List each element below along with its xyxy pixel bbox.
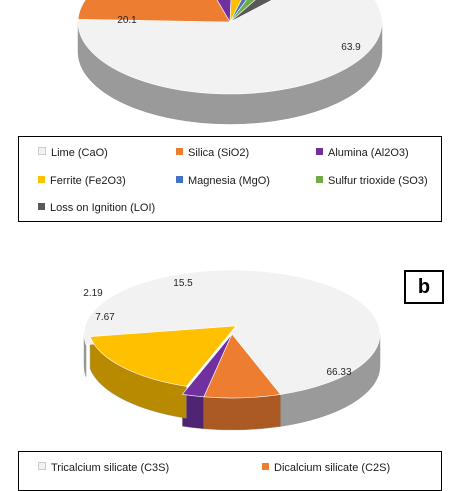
legend-label: Magnesia (MgO) (188, 175, 270, 187)
legend-swatch (176, 176, 183, 183)
legend-a-item-loi: Loss on Ignition (LOI) (38, 202, 155, 215)
pie-charts-svg: 63.9 20.1 66.33 7.67 2.19 15.5 (77, 0, 383, 431)
legend-label: Alumina (Al2O3) (328, 147, 409, 159)
legend-a-item-silica: Silica (SiO2) (176, 147, 249, 160)
figure: 63.9 20.1 66.33 7.67 2.19 15.5 Lime (CaO) Si… (18, 0, 444, 491)
legend-label: Dicalcium silicate (C2S) (274, 462, 391, 474)
legend-label: Tricalcium silicate (C3S) (51, 462, 170, 474)
pie-slice (83, 269, 381, 395)
legend-label: Sulfur trioxide (SO3) (328, 175, 428, 187)
pie-data-label: 2.19 (83, 288, 103, 299)
legend-b-item-c3s: Tricalcium silicate (C3S) (38, 462, 169, 475)
pie-data-label: 20.1 (117, 15, 137, 26)
pie-slice-side (203, 394, 281, 431)
legend-a (18, 136, 442, 222)
legend-swatch (316, 176, 323, 183)
pie-data-label: 63.9 (341, 42, 361, 53)
pie-slice (77, 0, 231, 23)
legend-swatch (38, 462, 46, 470)
legend-a-item-lime: Lime (CaO) (38, 147, 108, 160)
pie-slice (216, 0, 232, 24)
pie-chart-a: 63.9 20.1 (77, 0, 383, 125)
pie-data-label: 7.67 (95, 312, 115, 323)
pie-chart-b: 66.33 7.67 2.19 15.5 (83, 269, 381, 431)
legend-a-item-sulfur-trioxide: Sulfur trioxide (SO3) (316, 175, 428, 188)
legend-label: Lime (CaO) (51, 147, 108, 159)
pie-slice (77, 0, 383, 95)
legend-swatch (176, 148, 183, 155)
pie-data-label: 15.5 (173, 278, 193, 289)
legend-swatch (316, 148, 323, 155)
panel-label-b: b (404, 270, 444, 304)
legend-label: Ferrite (Fe2O3) (50, 175, 126, 187)
legend-label: Silica (SiO2) (188, 147, 250, 159)
legend-swatch (38, 176, 45, 183)
legend-label: Loss on Ignition (LOI) (50, 202, 156, 214)
legend-swatch (38, 147, 46, 155)
legend-a-item-magnesia: Magnesia (MgO) (176, 175, 270, 188)
legend-a-item-ferrite: Ferrite (Fe2O3) (38, 175, 126, 188)
legend-b-item-c2s: Dicalcium silicate (C2S) (262, 462, 390, 475)
pie-slice (229, 0, 273, 23)
legend-swatch (38, 203, 45, 210)
pie-data-label: 66.33 (326, 367, 351, 378)
legend-a-item-alumina: Alumina (Al2O3) (316, 147, 409, 160)
pie-slice (89, 325, 237, 387)
legend-swatch (262, 463, 269, 470)
pie-slice (181, 333, 233, 398)
